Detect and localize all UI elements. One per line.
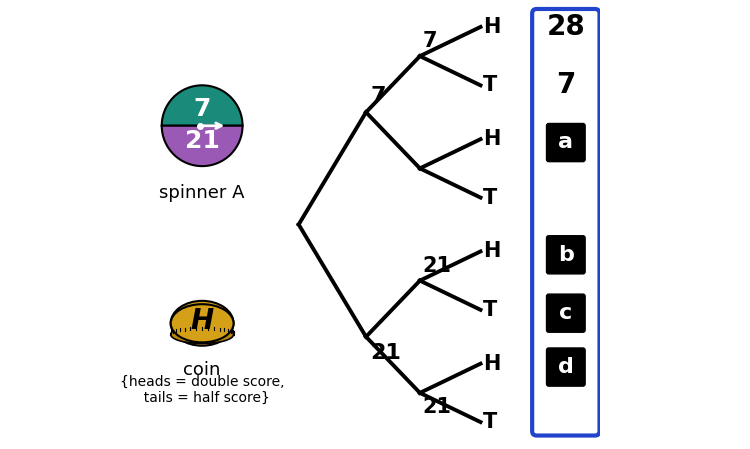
Text: c: c [560, 303, 572, 323]
Text: H: H [190, 307, 214, 335]
Text: coin: coin [184, 361, 220, 379]
FancyBboxPatch shape [532, 9, 599, 436]
Text: T: T [483, 75, 497, 95]
Text: T: T [483, 300, 497, 320]
Text: 7: 7 [370, 85, 386, 106]
Ellipse shape [171, 301, 233, 346]
FancyBboxPatch shape [547, 294, 585, 332]
Ellipse shape [171, 326, 233, 343]
FancyBboxPatch shape [547, 348, 585, 386]
Text: 21: 21 [184, 129, 220, 153]
Ellipse shape [171, 304, 233, 342]
Text: 21: 21 [422, 397, 451, 418]
Text: b: b [558, 245, 574, 264]
Text: H: H [483, 129, 500, 149]
Text: 7: 7 [556, 71, 575, 99]
Text: H: H [483, 242, 500, 261]
Text: d: d [558, 357, 574, 377]
Text: spinner A: spinner A [160, 184, 245, 202]
Text: {heads = double score,
  tails = half score}: {heads = double score, tails = half scor… [120, 375, 284, 405]
FancyBboxPatch shape [547, 123, 585, 162]
Text: 7: 7 [422, 31, 436, 51]
Text: 28: 28 [547, 13, 585, 41]
Text: a: a [558, 132, 573, 152]
Text: T: T [483, 188, 497, 207]
FancyBboxPatch shape [547, 236, 585, 274]
Wedge shape [162, 126, 242, 166]
Wedge shape [162, 85, 242, 126]
Text: H: H [483, 17, 500, 37]
Text: 21: 21 [422, 256, 451, 276]
Text: H: H [483, 354, 500, 374]
Text: 7: 7 [194, 97, 211, 121]
Text: T: T [483, 412, 497, 432]
Text: 21: 21 [370, 343, 401, 364]
